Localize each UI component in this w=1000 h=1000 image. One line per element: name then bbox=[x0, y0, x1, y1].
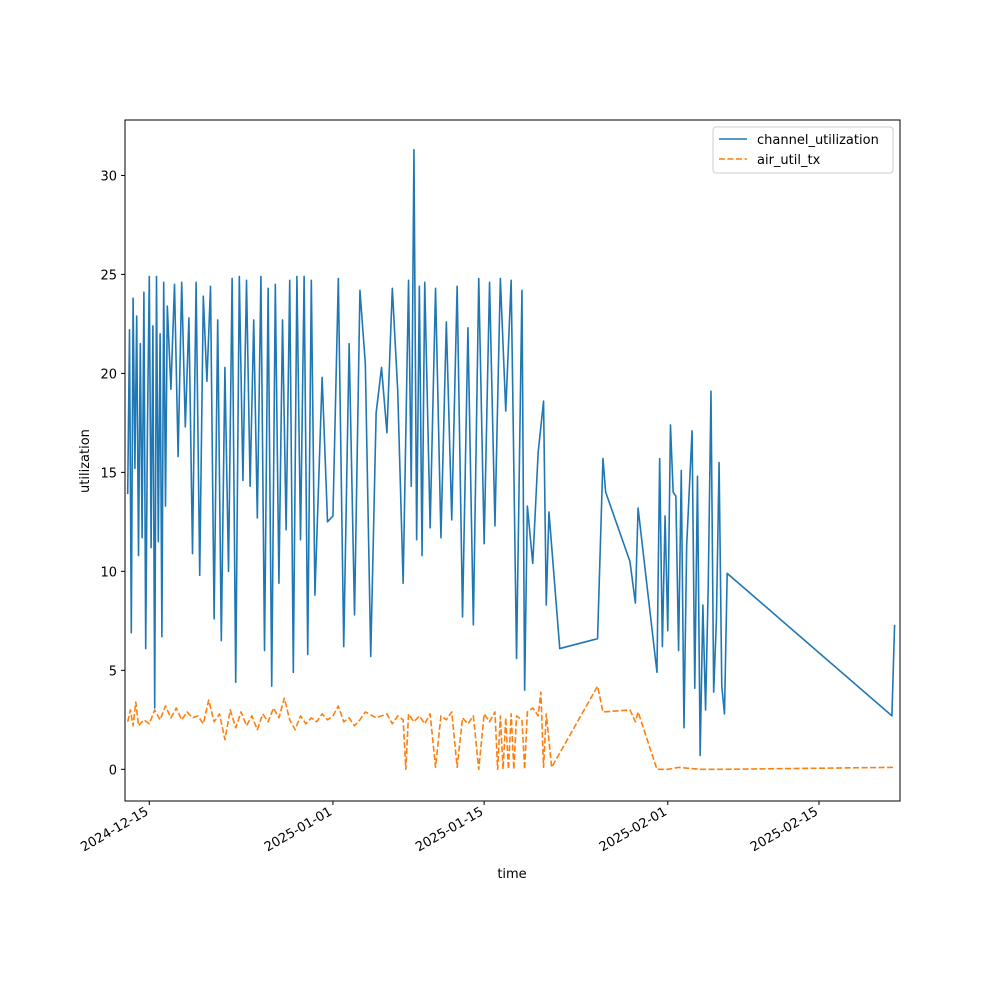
x-axis-label: time bbox=[497, 867, 526, 882]
y-tick-label: 0 bbox=[109, 763, 117, 778]
y-tick-label: 20 bbox=[100, 367, 117, 382]
y-axis-label: utilization bbox=[78, 429, 93, 493]
legend-label-channel-utilization: channel_utilization bbox=[757, 133, 879, 148]
series-layer bbox=[126, 148, 896, 771]
y-tick-label: 10 bbox=[100, 565, 117, 580]
series-line-channel-utilization bbox=[126, 148, 896, 757]
y-tick-label: 30 bbox=[100, 169, 117, 184]
y-tick-label: 5 bbox=[109, 664, 117, 679]
series-line-air-util-tx bbox=[126, 685, 895, 771]
legend-label-air-util-tx: air_util_tx bbox=[757, 153, 821, 168]
y-tick-label: 15 bbox=[100, 466, 117, 481]
y-tick-label: 25 bbox=[100, 268, 117, 283]
plot-frame bbox=[124, 119, 901, 802]
legend-box bbox=[712, 126, 894, 174]
y-axis: 0 5 10 15 20 25 30 bbox=[100, 169, 125, 778]
legend: channel_utilization air_util_tx bbox=[712, 126, 894, 174]
